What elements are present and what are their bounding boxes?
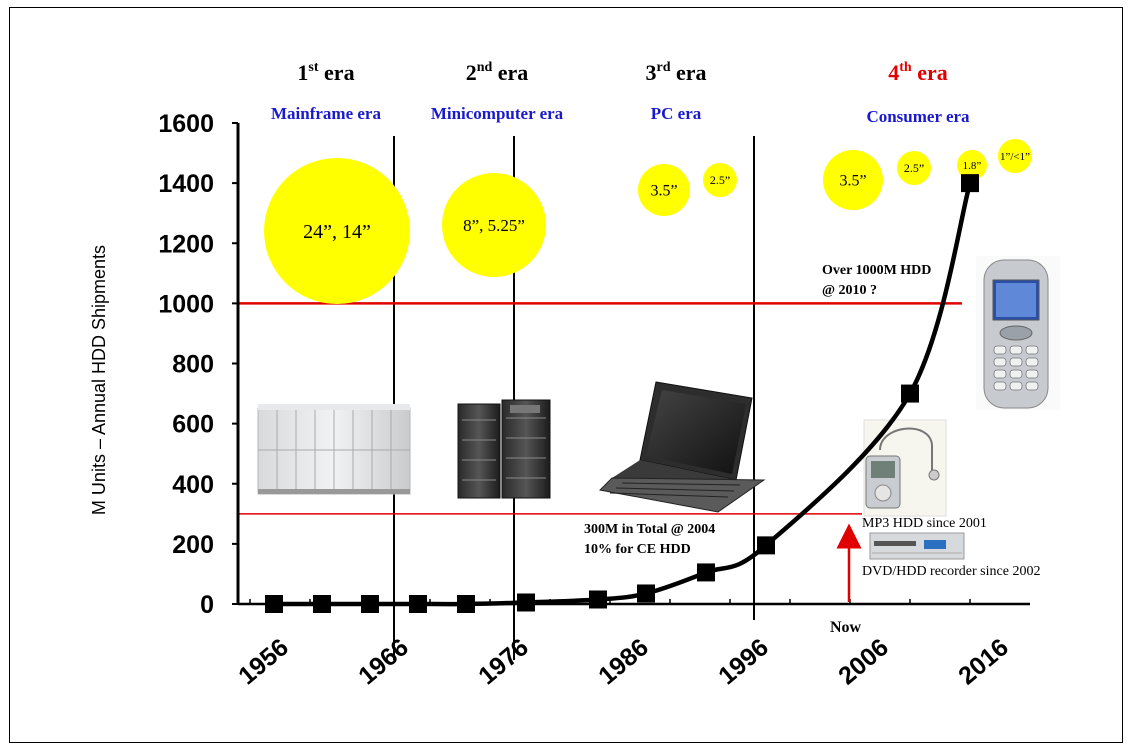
era-subtitle: Mainframe era [271, 104, 381, 123]
y-tick-label: 400 [172, 471, 214, 499]
y-tick-label: 1600 [158, 110, 214, 138]
data-point-marker [361, 595, 379, 613]
dvd-annotation: DVD/HDD recorder since 2002 [862, 564, 1040, 579]
y-tick-label: 200 [172, 531, 214, 559]
form-factor-label: 2.5” [710, 173, 730, 187]
form-factor-label: 3.5” [650, 183, 677, 200]
data-point-marker [313, 595, 331, 613]
form-factor-bubbles: 24”, 14” 8”, 5.25” 3.5” 2.5” 3.5” 2.5” 1.8” 1”/… [264, 139, 1032, 304]
form-factor-label: 1.8” [963, 160, 982, 172]
form-factor-label: 3.5” [839, 173, 866, 190]
minicomputer-illustration [457, 399, 551, 499]
form-factor-bubble [442, 173, 546, 277]
y-tick-label: 1000 [158, 290, 214, 318]
y-tick-label: 1200 [158, 230, 214, 258]
total-300m-annotation-line1: 300M in Total @ 2004 [584, 522, 715, 537]
x-tick-label: 1976 [473, 633, 534, 690]
data-point-marker [589, 590, 607, 609]
era-subtitle: PC era [651, 104, 702, 123]
y-tick-label: 600 [172, 411, 214, 439]
y-tick-label: 1400 [158, 170, 214, 198]
form-factor-bubble [703, 163, 737, 197]
x-tick-label: 1986 [593, 633, 654, 690]
x-tick-label: 2016 [953, 633, 1014, 690]
x-tick-label: 1956 [233, 633, 294, 690]
x-tick-label: 1966 [353, 633, 414, 690]
total-300m-annotation-line2: 10% for CE HDD [584, 542, 691, 557]
form-factor-bubble [897, 151, 931, 185]
mainframe-illustration [257, 404, 411, 495]
chart-frame [9, 7, 1123, 743]
x-tick-label: 1996 [713, 633, 774, 690]
form-factor-bubble [264, 158, 410, 304]
data-point-marker [961, 174, 979, 193]
y-tick-label: 0 [200, 591, 214, 619]
era-title: 2nd era [466, 60, 529, 85]
over-1000m-annotation-line2: @ 2010 ? [822, 283, 877, 298]
now-label: Now [830, 619, 862, 636]
data-point-marker [409, 595, 427, 613]
era-title: 1st era [297, 60, 354, 85]
y-axis-ticks: 0 200 400 600 800 1000 1200 1400 1600 [158, 110, 238, 619]
form-factor-label: 1”/<1” [1000, 151, 1030, 163]
data-point-marker [901, 384, 919, 403]
mobile-phone-illustration [976, 256, 1060, 410]
y-tick-label: 800 [172, 351, 214, 379]
data-point-marker [457, 595, 475, 613]
mp3-annotation: MP3 HDD since 2001 [862, 516, 987, 531]
form-factor-bubble [957, 150, 987, 180]
era-subtitle: Consumer era [866, 107, 970, 126]
over-1000m-annotation-line1: Over 1000M HDD [822, 263, 931, 278]
form-factor-bubble [638, 164, 690, 216]
era-title: 4th era [888, 60, 947, 85]
data-point-marker [637, 584, 655, 603]
form-factor-label: 24”, 14” [303, 221, 371, 243]
reference-lines [238, 302, 962, 515]
data-point-marker [517, 593, 535, 612]
era-title: 3rd era [645, 60, 706, 85]
form-factor-label: 2.5” [904, 161, 924, 175]
y-axis-label: M Units – Annual HDD Shipments [89, 245, 109, 515]
form-factor-label: 8”, 5.25” [463, 216, 525, 235]
era-subtitle: Minicomputer era [431, 104, 564, 123]
data-point-marker [265, 595, 283, 613]
form-factor-bubble [998, 139, 1032, 173]
dvd-recorder-illustration [869, 532, 965, 560]
era-headers: 1st era Mainframe era 2nd era Minicomputer … [271, 60, 970, 126]
form-factor-bubble [823, 150, 883, 210]
data-point-marker [757, 536, 775, 555]
x-axis-ticks: 1956 1966 1976 1986 1996 2006 2016 [233, 633, 1014, 690]
mp3-player-illustration [863, 419, 947, 517]
data-point-marker [697, 563, 715, 582]
x-tick-label: 2006 [833, 633, 894, 690]
laptop-illustration [598, 381, 766, 513]
data-markers [265, 174, 979, 613]
